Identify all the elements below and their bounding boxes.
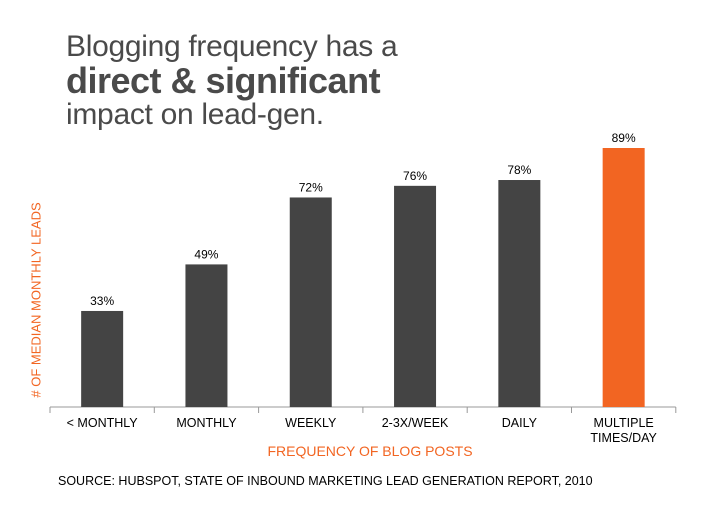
bar (289, 197, 332, 407)
data-label: 33% (90, 294, 114, 308)
x-tick-label: MULTIPLE (594, 416, 654, 430)
title-line-3: impact on lead-gen. (66, 98, 324, 131)
bar (602, 148, 645, 407)
data-label: 89% (612, 131, 636, 145)
bar (498, 180, 541, 407)
data-label: 76% (403, 169, 427, 183)
bar (81, 310, 124, 407)
x-tick-label: TIMES/DAY (590, 431, 657, 445)
data-label: 72% (299, 180, 323, 194)
y-axis-label: # OF MEDIAN MONTHLY LEADS (28, 202, 44, 398)
bar (394, 185, 437, 407)
data-label: 49% (194, 247, 218, 261)
bar (185, 264, 228, 407)
x-tick-label: MONTHLY (176, 416, 237, 430)
title-line-1: Blogging frequency has a (66, 30, 398, 63)
data-label: 78% (507, 163, 531, 177)
title-line-2: direct & significant (66, 60, 381, 101)
x-tick-label: 2-3X/WEEK (382, 416, 449, 430)
chart-title: Blogging frequency has a direct & signif… (66, 30, 398, 131)
x-tick-label: DAILY (502, 416, 538, 430)
x-tick-label: WEEKLY (285, 416, 337, 430)
source-note: SOURCE: HUBSPOT, STATE OF INBOUND MARKET… (58, 474, 593, 488)
x-axis-label: FREQUENCY OF BLOG POSTS (267, 443, 473, 459)
x-tick-label: < MONTHLY (67, 416, 139, 430)
